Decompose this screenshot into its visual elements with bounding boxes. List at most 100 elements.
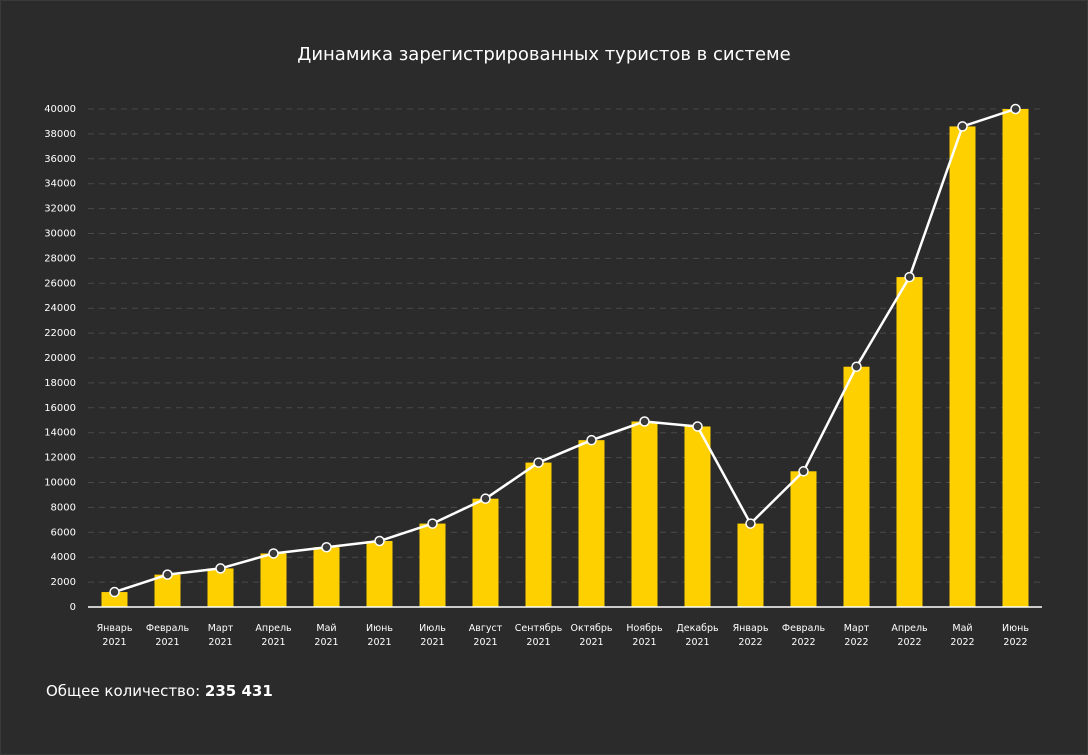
bar [684, 426, 711, 607]
x-tick-line: 2021 [102, 637, 126, 648]
x-tick-line: 2021 [632, 637, 656, 648]
x-tick-line: Август [469, 623, 503, 634]
x-tick-label: Март 2022 [844, 623, 870, 648]
point [268, 548, 279, 559]
x-tick-line: 2021 [208, 637, 232, 648]
y-tick-label: 16000 [44, 403, 76, 414]
x-tick-line: Апрель [255, 623, 292, 634]
y-tick-label: 0 [70, 602, 76, 613]
bar [578, 440, 605, 607]
x-tick-line: Март [208, 623, 234, 634]
y-tick-label: 6000 [51, 527, 76, 538]
bar [949, 126, 976, 608]
x-tick-label: Октябрь 2021 [571, 623, 613, 648]
point [109, 586, 120, 598]
point [639, 416, 650, 427]
x-tick-label: Декабрь 2021 [676, 623, 719, 648]
x-tick-line: 2021 [473, 637, 497, 648]
x-tick-label: Март 2021 [208, 623, 234, 648]
bar [1002, 109, 1029, 607]
total-caption: Общее количество: [46, 682, 200, 700]
bar [366, 541, 393, 607]
point [798, 466, 809, 477]
y-tick-label: 36000 [44, 154, 76, 165]
x-tick-line: Февраль [782, 623, 826, 634]
x-tick-line: Январь [97, 623, 133, 634]
point [1010, 103, 1021, 115]
x-tick-label: Январь 2021 [97, 623, 133, 648]
bar [101, 592, 128, 607]
x-tick-line: 2021 [685, 637, 709, 648]
x-tick-line: 2021 [314, 637, 338, 648]
x-tick-line: Сентябрь [515, 623, 563, 634]
x-tick-label: Май 2021 [314, 623, 338, 648]
y-tick-label: 20000 [44, 353, 76, 364]
bar [631, 421, 658, 607]
x-tick-label: Июнь 2021 [366, 623, 393, 648]
x-tick-line: 2022 [950, 637, 974, 648]
bar [472, 498, 499, 607]
x-tick-line: Декабрь [676, 623, 719, 634]
bar [313, 547, 340, 607]
x-tick-line: Июнь [1002, 623, 1029, 634]
point [904, 271, 915, 283]
x-tick-line: Январь [733, 623, 769, 634]
x-tick-line: 2022 [738, 637, 762, 648]
bar [207, 568, 234, 607]
x-tick-label: Май 2022 [950, 623, 974, 648]
x-tick-line: 2021 [367, 637, 391, 648]
x-tick-line: 2022 [791, 637, 815, 648]
point [480, 493, 491, 504]
x-tick-line: 2022 [1003, 637, 1027, 648]
x-tick-line: 2021 [420, 637, 444, 648]
point [162, 569, 173, 580]
x-tick-label: Август 2021 [469, 623, 503, 648]
bar [737, 523, 764, 607]
total-value: 235 431 [205, 682, 273, 700]
y-tick-label: 14000 [44, 428, 76, 439]
bar [843, 366, 870, 607]
x-tick-line: Февраль [146, 623, 190, 634]
total-label: Общее количество: 235 431 [46, 682, 273, 700]
x-tick-label: Ноябрь 2021 [626, 623, 663, 648]
y-tick-label: 4000 [51, 552, 76, 563]
x-tick-line: Май [316, 623, 336, 634]
y-tick-label: 30000 [44, 229, 76, 240]
x-tick-line: 2021 [579, 637, 603, 648]
bar [419, 523, 446, 607]
x-tick-line: 2022 [844, 637, 868, 648]
y-tick-label: 12000 [44, 453, 76, 464]
y-tick-label: 2000 [51, 577, 76, 588]
y-tick-label: 40000 [44, 104, 76, 115]
bar [525, 462, 552, 607]
y-tick-label: 18000 [44, 378, 76, 389]
y-tick-label: 8000 [51, 502, 76, 513]
point [374, 535, 385, 547]
point [215, 563, 226, 574]
x-tick-label: Февраль 2021 [146, 623, 190, 648]
x-tick-line: 2021 [155, 637, 179, 648]
x-tick-line: Март [844, 623, 870, 634]
x-tick-line: Октябрь [571, 623, 613, 634]
y-tick-label: 32000 [44, 204, 76, 215]
x-tick-line: Июнь [366, 623, 393, 634]
bar [260, 553, 287, 607]
x-tick-label: Апрель 2022 [891, 623, 928, 648]
bar [896, 277, 923, 607]
y-tick-label: 26000 [44, 278, 76, 289]
x-tick-line: Июль [419, 623, 446, 634]
point [533, 457, 544, 468]
point [957, 121, 968, 132]
x-tick-line: 2022 [897, 637, 921, 648]
x-tick-label: Апрель 2021 [255, 623, 292, 648]
point [692, 421, 703, 432]
bar [790, 471, 817, 607]
point [321, 541, 332, 553]
bar [154, 574, 181, 607]
trend-line [114, 107, 1016, 594]
point [745, 518, 756, 529]
point [427, 518, 438, 529]
y-tick-label: 22000 [44, 328, 76, 339]
